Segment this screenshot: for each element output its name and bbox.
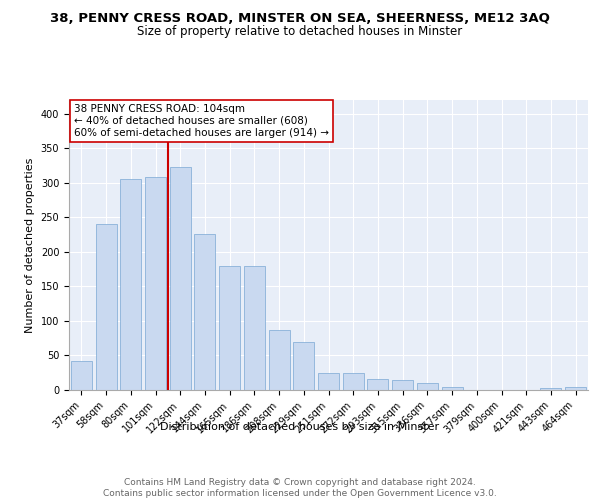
Bar — [120, 180, 141, 390]
Y-axis label: Number of detached properties: Number of detached properties — [25, 158, 35, 332]
Bar — [318, 372, 339, 390]
Text: 38, PENNY CRESS ROAD, MINSTER ON SEA, SHEERNESS, ME12 3AQ: 38, PENNY CRESS ROAD, MINSTER ON SEA, SH… — [50, 12, 550, 26]
Bar — [343, 372, 364, 390]
Text: Contains HM Land Registry data © Crown copyright and database right 2024.
Contai: Contains HM Land Registry data © Crown c… — [103, 478, 497, 498]
Bar — [194, 234, 215, 390]
Bar — [170, 167, 191, 390]
Bar — [392, 380, 413, 390]
Bar — [417, 383, 438, 390]
Bar — [95, 224, 116, 390]
Bar — [442, 387, 463, 390]
Bar — [145, 178, 166, 390]
Bar — [71, 361, 92, 390]
Text: Distribution of detached houses by size in Minster: Distribution of detached houses by size … — [160, 422, 440, 432]
Bar — [541, 388, 562, 390]
Bar — [244, 266, 265, 390]
Bar — [565, 387, 586, 390]
Text: 38 PENNY CRESS ROAD: 104sqm
← 40% of detached houses are smaller (608)
60% of se: 38 PENNY CRESS ROAD: 104sqm ← 40% of det… — [74, 104, 329, 138]
Bar — [269, 330, 290, 390]
Bar — [219, 266, 240, 390]
Text: Size of property relative to detached houses in Minster: Size of property relative to detached ho… — [137, 25, 463, 38]
Bar — [293, 342, 314, 390]
Bar — [367, 379, 388, 390]
